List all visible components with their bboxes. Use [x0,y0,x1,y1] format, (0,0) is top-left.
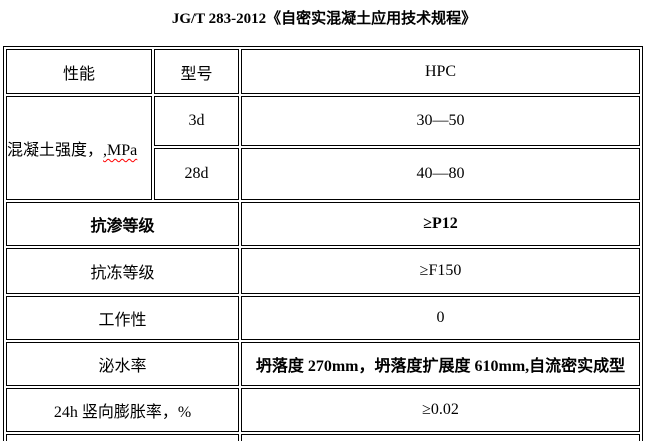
table-row-bleeding-rate: 泌水率 坍落度 270mm，坍落度扩展度 610mm,自流密实成型 [6,342,640,386]
cell-bleeding-value: 坍落度 270mm，坍落度扩展度 610mm,自流密实成型 [241,342,640,386]
table-row-impermeability: 抗渗等级 ≥P12 [6,202,640,246]
cell-age-28d: 28d [154,148,239,200]
table-header-row: 性能 型号 HPC [6,49,640,94]
cell-age-3d: 3d [154,96,239,146]
cell-expansion-value: ≥0.02 [241,388,640,432]
table-row-partial [6,434,640,441]
concrete-spec-table: 性能 型号 HPC 混凝土强度，,MPa 3d 30—50 28d 40—80 … [3,46,643,441]
page-title: JG/T 283-2012《自密实混凝土应用技术规程》 [171,11,477,27]
header-cell-performance: 性能 [6,49,152,94]
strength-unit-misspelled: ,MPa [103,142,138,159]
cell-range-28d: 40—80 [241,148,640,200]
table-row-workability: 工作性 0 [6,296,640,340]
header-cell-model: 型号 [154,49,239,94]
cell-frost-label: 抗冻等级 [6,248,239,294]
table-row-frost-resistance: 抗冻等级 ≥F150 [6,248,640,294]
table-row-expansion: 24h 竖向膨胀率，% ≥0.02 [6,388,640,432]
table-row-strength-3d: 混凝土强度，,MPa 3d 30—50 [6,96,640,200]
cell-impermeability-label: 抗渗等级 [6,202,239,246]
table-row-strength-28d: 28d 40—80 [6,148,640,200]
cell-partial-value [241,434,640,441]
cell-frost-value: ≥F150 [241,248,640,294]
cell-workability-label: 工作性 [6,296,239,340]
cell-partial-label [6,434,239,441]
cell-impermeability-value: ≥P12 [241,202,640,246]
cell-strength-label: 混凝土强度，,MPa [6,96,152,200]
cell-expansion-label: 24h 竖向膨胀率，% [6,388,239,432]
cell-workability-value: 0 [241,296,640,340]
cell-bleeding-label: 泌水率 [6,342,239,386]
cell-range-3d: 30—50 [241,96,640,146]
strength-label-text: 混凝土强度， [7,142,104,159]
header-cell-model-value: HPC [241,49,640,94]
